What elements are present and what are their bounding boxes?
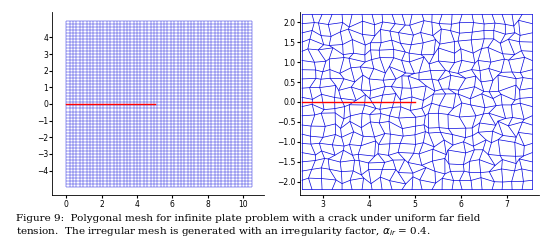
Text: Figure 9:  Polygonal mesh for infinite plate problem with a crack under uniform : Figure 9: Polygonal mesh for infinite pl… (16, 214, 481, 238)
